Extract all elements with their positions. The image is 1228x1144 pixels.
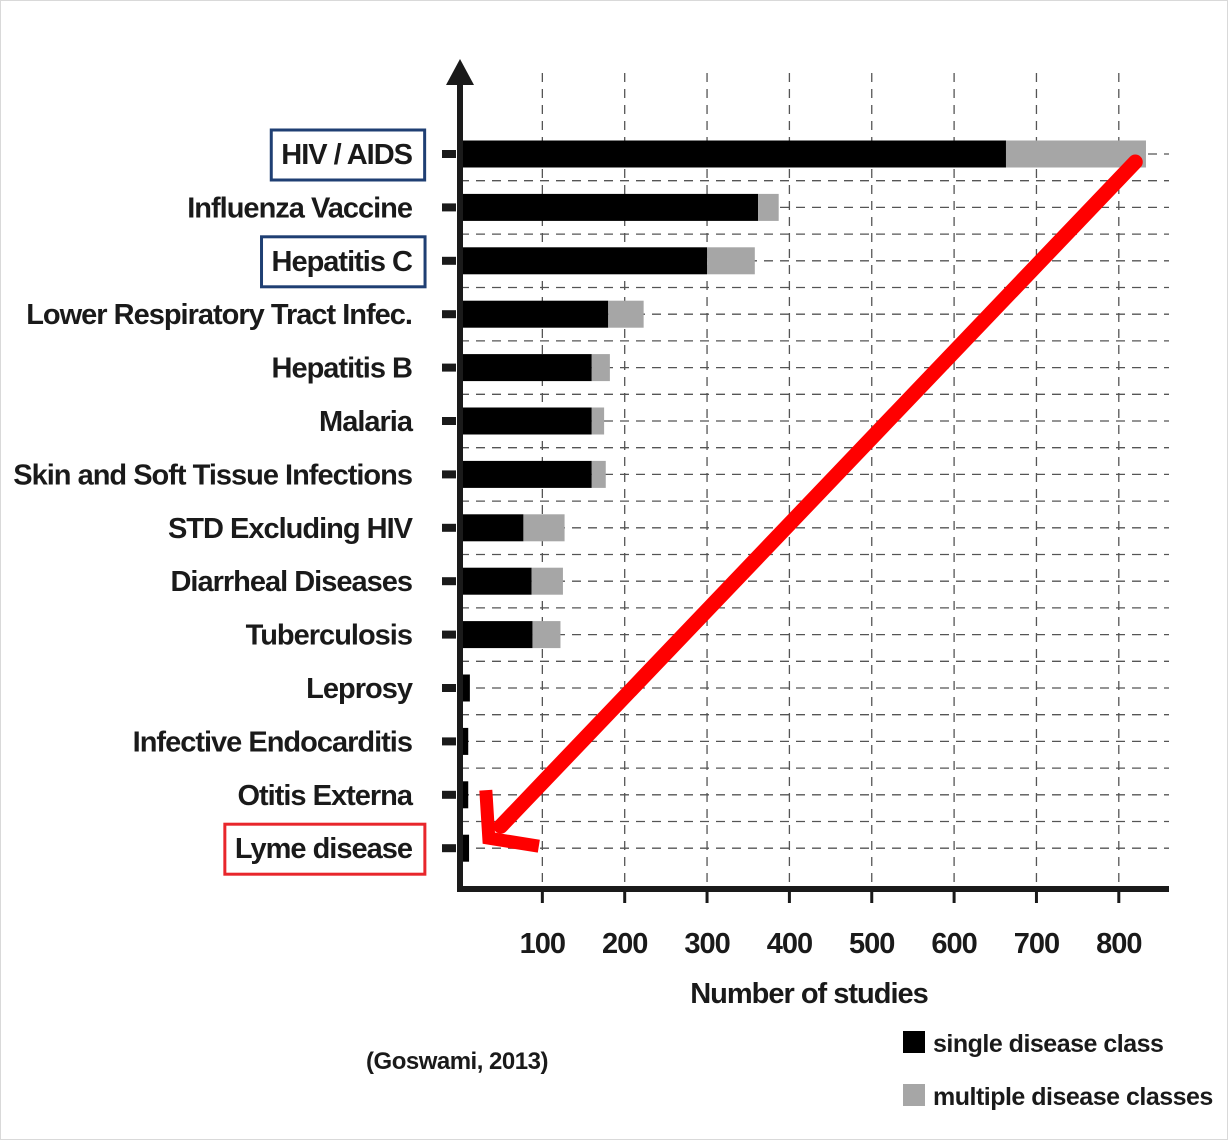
- x-tick-label: 700: [1014, 928, 1059, 960]
- x-tick-label: 400: [767, 928, 812, 960]
- category-label: Infective Endocarditis: [133, 726, 412, 758]
- bar-multiple-9: [532, 621, 561, 649]
- y-tick-mark: [442, 684, 456, 692]
- y-tick-mark: [442, 790, 456, 799]
- bar-single-2: [460, 247, 708, 275]
- x-tick-label: 100: [520, 928, 565, 960]
- bar-single-8: [460, 567, 532, 595]
- category-label: Otitis Externa: [237, 780, 413, 812]
- bar-multiple-0: [1005, 140, 1146, 168]
- category-label: Tuberculosis: [246, 620, 412, 652]
- bar-multiple-6: [591, 460, 606, 488]
- bar-single-10: [460, 674, 470, 702]
- source-citation: (Goswami, 2013): [366, 1048, 548, 1075]
- legend-label: multiple disease classes: [933, 1083, 1213, 1111]
- y-tick-mark: [442, 310, 456, 319]
- y-tick-mark: [442, 203, 456, 212]
- x-axis-title: Number of studies: [690, 978, 928, 1010]
- category-label: Influenza Vaccine: [187, 192, 413, 224]
- category-label: Lyme disease: [235, 833, 413, 865]
- bar-single-1: [460, 193, 759, 221]
- y-axis-arrowhead: [446, 59, 474, 85]
- category-label: Skin and Soft Tissue Infections: [13, 459, 412, 491]
- category-label: Lower Respiratory Tract Infec.: [26, 299, 412, 331]
- bars: [460, 140, 1146, 862]
- category-label: Leprosy: [306, 673, 413, 705]
- category-label: Hepatitis C: [272, 246, 414, 278]
- bar-multiple-5: [591, 407, 605, 435]
- y-tick-mark: [442, 470, 456, 479]
- x-tick-label: 600: [931, 928, 976, 960]
- bar-single-3: [460, 300, 609, 328]
- bar-multiple-8: [531, 567, 563, 595]
- y-tick-mark: [442, 150, 456, 158]
- bar-single-7: [460, 514, 524, 542]
- x-tick-label: 500: [849, 928, 894, 960]
- bar-multiple-4: [591, 354, 610, 382]
- category-label: Malaria: [319, 406, 414, 438]
- x-tick-label: 800: [1096, 928, 1141, 960]
- axes: [442, 59, 1169, 892]
- annotation-arrow: [479, 154, 1143, 853]
- y-tick-mark: [442, 523, 456, 532]
- bar-single-9: [460, 621, 533, 649]
- y-tick-mark: [442, 577, 456, 586]
- legend-swatch: [903, 1084, 925, 1106]
- legend: single disease class multiple disease cla…: [903, 1030, 1213, 1111]
- x-tick-labels: 100 200 300 400 500 600 700 800: [520, 889, 1142, 960]
- highlight-box: [260, 235, 427, 289]
- highlight-box: [269, 128, 427, 182]
- bar-single-5: [460, 407, 592, 435]
- y-tick-mark: [442, 737, 456, 746]
- category-label: HIV / AIDS: [281, 139, 412, 171]
- y-tick-mark: [442, 844, 456, 853]
- y-tick-mark: [442, 417, 456, 425]
- category-label: STD Excluding HIV: [168, 513, 414, 545]
- bar-single-11: [460, 727, 469, 755]
- bar-multiple-7: [523, 514, 565, 542]
- bar-single-12: [460, 781, 469, 809]
- bar-single-0: [460, 140, 1006, 168]
- x-tick-label: 200: [602, 928, 647, 960]
- arrow-head: [479, 789, 540, 853]
- bar-multiple-1: [758, 193, 779, 221]
- bar-multiple-2: [707, 247, 755, 275]
- x-tick-label: 300: [684, 928, 729, 960]
- category-label: Diarrheal Diseases: [170, 566, 412, 598]
- legend-swatch: [903, 1031, 925, 1053]
- category-label: Hepatitis B: [272, 353, 413, 385]
- legend-label: single disease class: [933, 1030, 1163, 1058]
- y-tick-mark: [442, 363, 456, 372]
- bar-single-4: [460, 354, 592, 382]
- bar-single-6: [460, 460, 592, 488]
- bar-single-13: [460, 834, 470, 862]
- y-tick-mark: [442, 630, 456, 639]
- category-labels: HIV / AIDS Influenza Vaccine Hepatitis C Lo…: [13, 128, 427, 876]
- y-tick-mark: [442, 256, 456, 265]
- arrow-shaft: [493, 154, 1143, 834]
- bar-multiple-3: [608, 300, 644, 328]
- highlight-box: [223, 822, 427, 876]
